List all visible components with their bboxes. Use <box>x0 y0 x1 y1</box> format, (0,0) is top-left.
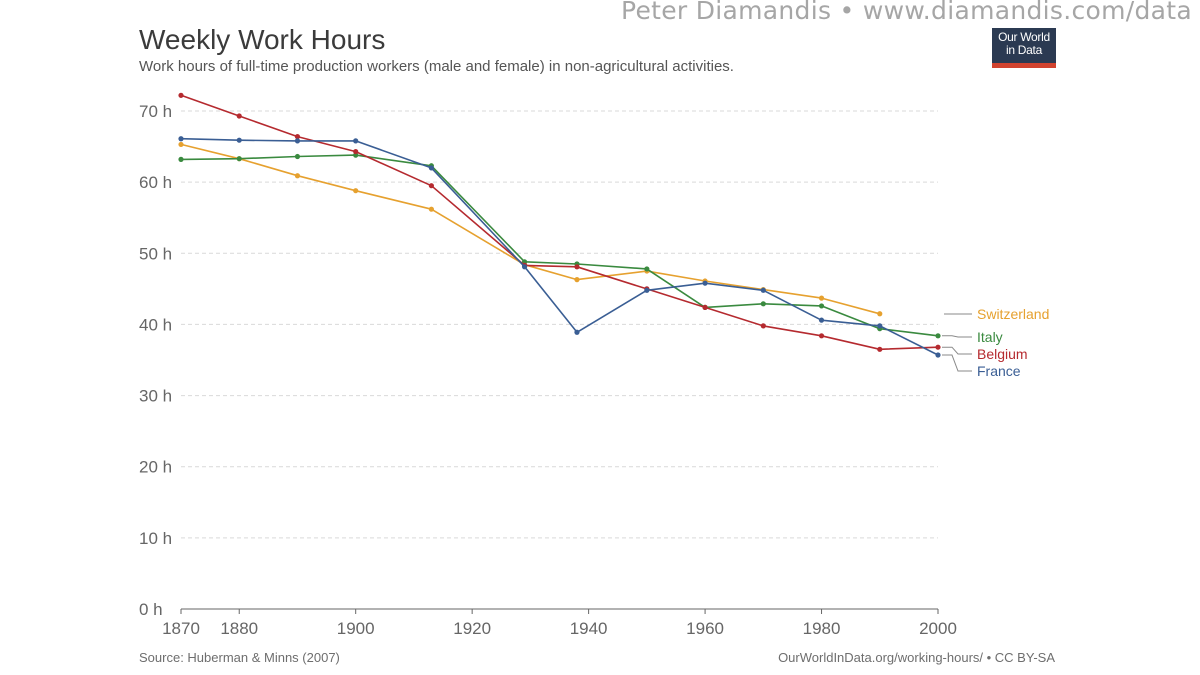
legend-label-italy[interactable]: Italy <box>977 329 1003 345</box>
logo-line-1: Our World <box>998 30 1050 44</box>
data-point-belgium[interactable] <box>818 333 825 339</box>
x-tick-label: 1940 <box>570 619 608 638</box>
x-tick-label: 1980 <box>803 619 841 638</box>
series-lines <box>178 92 941 358</box>
data-point-belgium[interactable] <box>178 92 184 98</box>
y-tick-label: 40 h <box>139 315 172 334</box>
source-note: Source: Huberman & Minns (2007) <box>139 650 340 665</box>
data-point-switzerland[interactable] <box>428 206 434 212</box>
data-point-france[interactable] <box>935 352 941 358</box>
data-point-switzerland[interactable] <box>818 295 825 301</box>
x-tick-label: 1900 <box>337 619 375 638</box>
x-tick-label: 1870 <box>162 619 200 638</box>
chart-subtitle: Work hours of full-time production worke… <box>139 58 734 75</box>
data-point-belgium[interactable] <box>574 264 580 270</box>
data-point-france[interactable] <box>236 137 242 143</box>
data-point-switzerland[interactable] <box>178 141 184 148</box>
data-point-france[interactable] <box>428 165 434 171</box>
legend-label-switzerland[interactable]: Switzerland <box>977 306 1049 322</box>
y-tick-label: 60 h <box>139 173 172 192</box>
data-point-switzerland[interactable] <box>353 188 359 194</box>
y-tick-label: 30 h <box>139 387 172 406</box>
y-tick-label: 20 h <box>139 458 172 477</box>
data-point-switzerland[interactable] <box>877 311 883 317</box>
data-point-italy[interactable] <box>760 301 766 307</box>
x-tick-label: 1960 <box>686 619 724 638</box>
x-tick-label: 1920 <box>453 619 491 638</box>
data-point-france[interactable] <box>574 329 580 335</box>
data-point-belgium[interactable] <box>935 344 941 350</box>
credit-link[interactable]: OurWorldInData.org/working-hours/ • CC B… <box>778 650 1055 665</box>
data-point-france[interactable] <box>818 317 825 323</box>
data-point-italy[interactable] <box>818 303 825 309</box>
y-tick-label: 0 h <box>139 600 163 619</box>
legend-label-france[interactable]: France <box>977 363 1021 379</box>
legend-label-belgium[interactable]: Belgium <box>977 346 1028 362</box>
data-point-switzerland[interactable] <box>574 277 580 283</box>
data-point-france[interactable] <box>294 138 301 144</box>
logo-line-2: in Data <box>1006 43 1042 57</box>
data-point-france[interactable] <box>702 280 708 286</box>
watermark: Peter Diamandis • www.diamandis.com/data <box>620 0 1192 25</box>
y-tick-label: 10 h <box>139 529 172 548</box>
x-tick-label: 2000 <box>919 619 957 638</box>
legend-connector-belgium <box>942 346 972 355</box>
x-tick-label: 1880 <box>220 619 258 638</box>
data-point-belgium[interactable] <box>294 134 301 140</box>
data-point-belgium[interactable] <box>236 113 242 119</box>
data-point-belgium[interactable] <box>428 183 434 189</box>
data-point-italy[interactable] <box>521 259 528 265</box>
data-point-italy[interactable] <box>353 152 359 158</box>
data-point-belgium[interactable] <box>702 304 708 310</box>
logo-accent-bar <box>992 63 1056 68</box>
data-point-italy[interactable] <box>935 333 941 339</box>
data-point-belgium[interactable] <box>353 148 359 155</box>
y-tick-label: 50 h <box>139 244 172 263</box>
data-point-france[interactable] <box>178 136 184 142</box>
legend-connector-italy <box>942 335 972 338</box>
data-point-france[interactable] <box>353 138 359 144</box>
data-point-belgium[interactable] <box>877 346 883 352</box>
chart-title: Weekly Work Hours <box>139 24 386 55</box>
data-point-france[interactable] <box>877 323 883 329</box>
data-point-france[interactable] <box>644 287 650 293</box>
data-point-italy[interactable] <box>644 266 650 272</box>
data-point-france[interactable] <box>760 287 766 293</box>
series-line-switzerland[interactable] <box>180 143 881 315</box>
data-point-switzerland[interactable] <box>294 173 301 179</box>
data-point-italy[interactable] <box>178 156 184 162</box>
data-point-italy[interactable] <box>236 156 242 162</box>
y-tick-label: 70 h <box>139 102 172 121</box>
owid-logo[interactable]: Our World in Data <box>992 28 1056 68</box>
data-point-france[interactable] <box>521 264 528 270</box>
data-point-belgium[interactable] <box>760 323 766 329</box>
series-line-france[interactable] <box>180 137 939 356</box>
x-axis: 1870 1880 1900 1920 1940 1960 1980 2000 <box>162 608 957 638</box>
legend-connector-france <box>942 354 972 372</box>
data-point-italy[interactable] <box>294 153 301 160</box>
grid: 0 h 10 h 20 h 30 h 40 h 50 h 60 h 70 h <box>139 102 938 619</box>
